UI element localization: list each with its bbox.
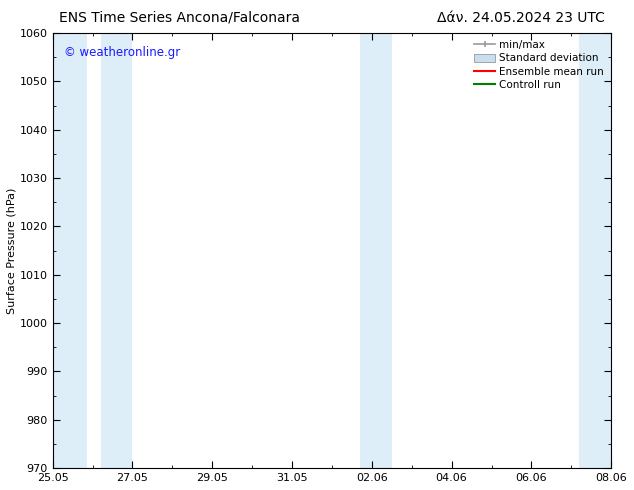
Text: © weatheronline.gr: © weatheronline.gr	[64, 46, 180, 59]
Bar	[101, 33, 133, 468]
Text: ENS Time Series Ancona/Falconara: ENS Time Series Ancona/Falconara	[59, 11, 300, 25]
Y-axis label: Surface Pressure (hPa): Surface Pressure (hPa)	[7, 187, 17, 314]
Bar	[53, 33, 87, 468]
Bar	[360, 33, 392, 468]
Bar	[579, 33, 611, 468]
Text: Δάν. 24.05.2024 23 UTC: Δάν. 24.05.2024 23 UTC	[437, 11, 605, 25]
Legend: min/max, Standard deviation, Ensemble mean run, Controll run: min/max, Standard deviation, Ensemble me…	[470, 36, 608, 94]
